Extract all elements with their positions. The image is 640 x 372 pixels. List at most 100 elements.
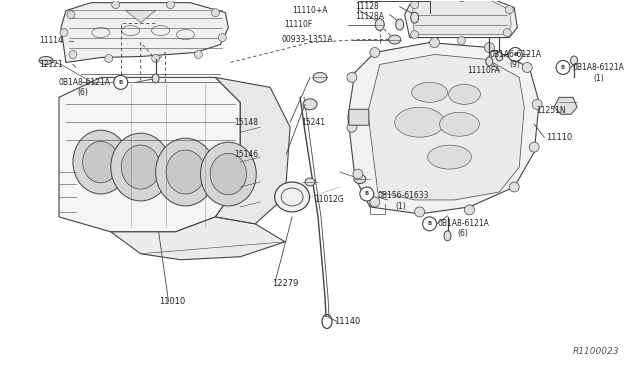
Circle shape (69, 51, 77, 58)
Ellipse shape (412, 82, 447, 102)
Ellipse shape (83, 141, 119, 183)
Text: (6): (6) (77, 88, 88, 97)
Text: 15241: 15241 (301, 118, 325, 127)
Ellipse shape (496, 52, 503, 61)
Ellipse shape (200, 142, 256, 206)
Polygon shape (368, 54, 524, 200)
Ellipse shape (305, 178, 315, 186)
Text: 11128: 11128 (355, 2, 379, 11)
Ellipse shape (73, 130, 129, 194)
Text: B: B (561, 65, 565, 70)
Ellipse shape (444, 231, 451, 241)
Text: 0B1A6-6121A: 0B1A6-6121A (490, 50, 541, 59)
Circle shape (360, 187, 374, 201)
Text: 0B156-61633: 0B156-61633 (378, 192, 429, 201)
Polygon shape (61, 3, 228, 62)
Text: 12279: 12279 (272, 279, 298, 288)
Circle shape (556, 61, 570, 74)
Polygon shape (111, 217, 285, 260)
Polygon shape (348, 42, 539, 214)
Text: (1): (1) (593, 74, 604, 83)
Circle shape (529, 142, 539, 152)
Circle shape (415, 207, 424, 217)
Ellipse shape (395, 107, 445, 137)
Circle shape (503, 29, 511, 36)
Circle shape (67, 11, 75, 19)
Circle shape (411, 1, 419, 9)
Text: 11140: 11140 (334, 317, 360, 326)
Text: B: B (428, 221, 432, 226)
Text: 15146: 15146 (234, 150, 258, 158)
Circle shape (218, 33, 227, 42)
Circle shape (422, 217, 436, 231)
Polygon shape (125, 11, 156, 23)
Circle shape (458, 0, 465, 2)
Ellipse shape (210, 153, 246, 195)
Ellipse shape (111, 133, 171, 201)
Circle shape (114, 76, 128, 89)
Text: 15148: 15148 (234, 118, 258, 127)
Ellipse shape (375, 19, 384, 31)
Ellipse shape (152, 74, 159, 83)
Circle shape (60, 29, 68, 36)
Text: 00933-1351A: 00933-1351A (282, 35, 333, 44)
Text: 0B1A8-6121A: 0B1A8-6121A (59, 78, 111, 87)
Text: (9): (9) (509, 60, 520, 69)
Circle shape (152, 54, 159, 62)
Text: (6): (6) (458, 229, 468, 238)
Text: 11110+A: 11110+A (292, 6, 328, 15)
Ellipse shape (354, 174, 366, 183)
Text: B: B (365, 192, 369, 196)
Circle shape (105, 54, 113, 62)
Text: 11110: 11110 (546, 133, 572, 142)
Circle shape (465, 205, 474, 215)
Polygon shape (59, 77, 240, 232)
Circle shape (509, 182, 519, 192)
Circle shape (370, 48, 380, 58)
Circle shape (370, 197, 380, 207)
Circle shape (506, 6, 513, 14)
Circle shape (532, 99, 542, 109)
Ellipse shape (411, 12, 419, 23)
Ellipse shape (486, 57, 493, 66)
Ellipse shape (39, 57, 53, 64)
Text: 0B1A8-6121A: 0B1A8-6121A (572, 63, 624, 72)
Ellipse shape (156, 138, 216, 206)
Ellipse shape (440, 112, 479, 136)
Text: 11012G: 11012G (314, 195, 344, 205)
Polygon shape (216, 77, 290, 224)
Circle shape (411, 31, 419, 39)
Text: 11110F: 11110F (284, 20, 312, 29)
Circle shape (429, 38, 440, 48)
Circle shape (522, 62, 532, 73)
Circle shape (112, 1, 120, 9)
Ellipse shape (166, 150, 205, 194)
Text: 11114: 11114 (39, 36, 63, 45)
Text: 11010: 11010 (159, 297, 185, 306)
Text: 11128A: 11128A (355, 12, 384, 21)
Circle shape (508, 48, 522, 61)
Polygon shape (412, 0, 511, 35)
Polygon shape (404, 0, 517, 38)
Polygon shape (554, 97, 577, 114)
Ellipse shape (275, 182, 310, 212)
Circle shape (195, 51, 202, 58)
Ellipse shape (121, 145, 160, 189)
Ellipse shape (428, 145, 472, 169)
Circle shape (458, 36, 465, 45)
Ellipse shape (396, 19, 404, 30)
Text: 12121: 12121 (39, 60, 63, 69)
Circle shape (484, 42, 494, 52)
Text: B: B (118, 80, 123, 85)
Text: (1): (1) (396, 202, 406, 211)
Text: 0B1A8-6121A: 0B1A8-6121A (438, 219, 490, 228)
Ellipse shape (303, 99, 317, 110)
Ellipse shape (388, 35, 401, 44)
Ellipse shape (313, 73, 327, 82)
Ellipse shape (449, 84, 481, 104)
Circle shape (166, 1, 175, 9)
Circle shape (347, 73, 357, 82)
FancyBboxPatch shape (349, 109, 369, 125)
Text: 11110FA: 11110FA (467, 66, 500, 75)
Ellipse shape (571, 56, 577, 65)
